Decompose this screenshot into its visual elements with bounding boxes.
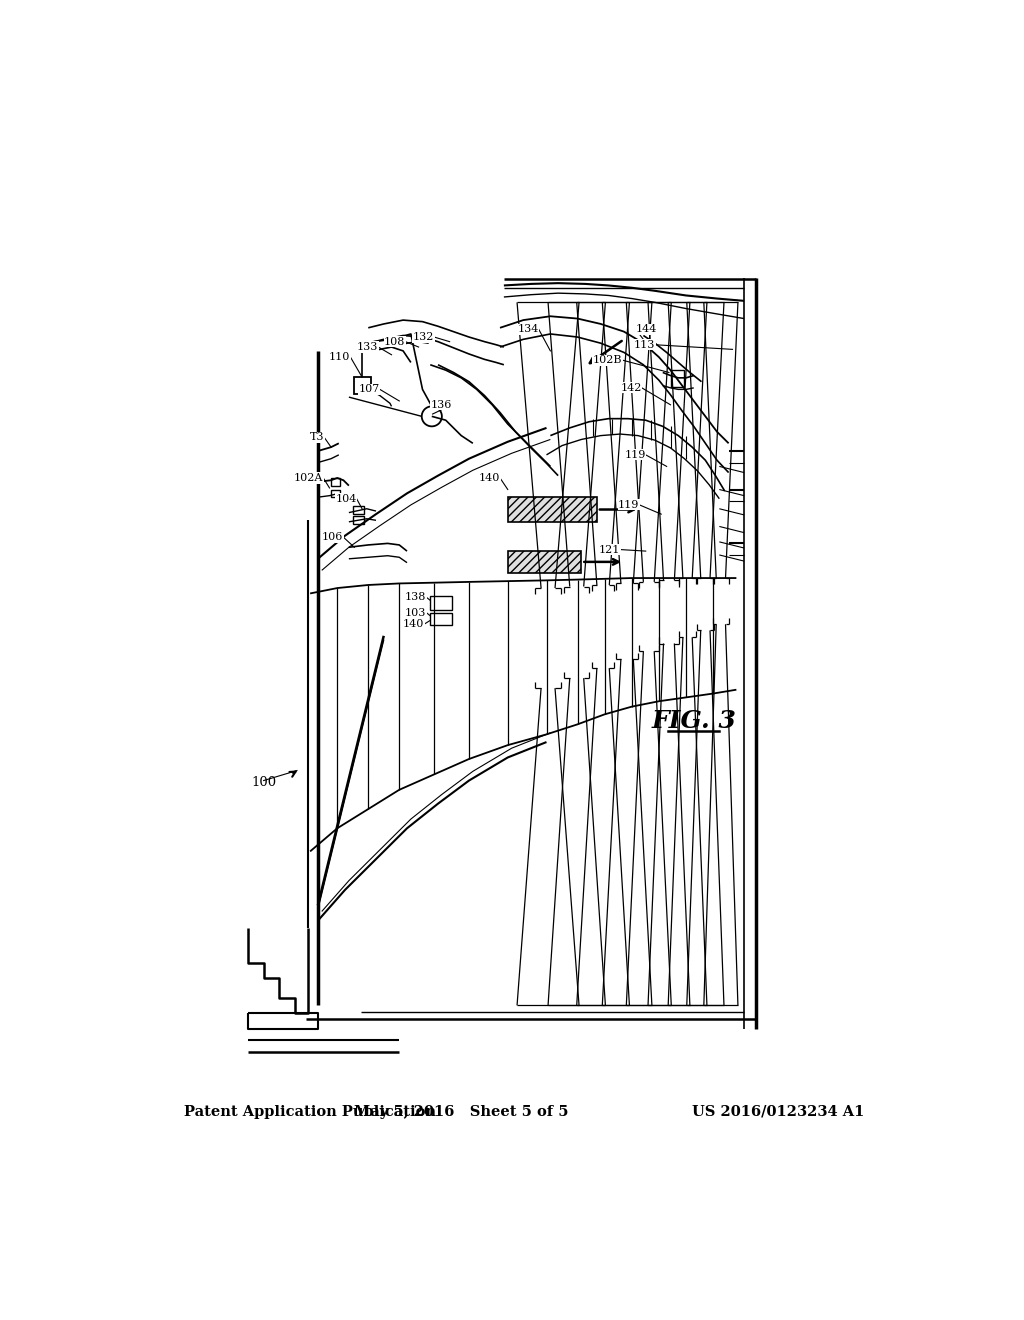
Bar	[508, 552, 582, 573]
Text: 119: 119	[618, 500, 640, 510]
Text: 134: 134	[517, 325, 539, 334]
Text: 103: 103	[406, 607, 426, 618]
Bar	[331, 490, 340, 498]
Text: 113: 113	[634, 339, 655, 350]
Text: 142: 142	[621, 383, 642, 393]
Bar	[430, 612, 452, 626]
Text: 138: 138	[406, 593, 426, 602]
Text: 106: 106	[323, 532, 343, 543]
Text: 136: 136	[430, 400, 452, 409]
Text: 110: 110	[329, 352, 350, 362]
Text: US 2016/0123234 A1: US 2016/0123234 A1	[692, 1105, 864, 1118]
Bar	[352, 507, 364, 515]
Text: 108: 108	[384, 337, 406, 347]
Text: 102B: 102B	[593, 355, 623, 366]
Text: 119: 119	[625, 450, 646, 459]
Text: T3: T3	[309, 432, 324, 442]
Text: 132: 132	[413, 333, 434, 342]
Text: FIG. 3: FIG. 3	[651, 709, 736, 733]
Text: 107: 107	[358, 384, 380, 395]
Bar	[671, 370, 684, 387]
Bar	[352, 516, 364, 524]
Bar	[331, 478, 340, 486]
Text: 144: 144	[636, 325, 657, 334]
Text: 121: 121	[599, 545, 621, 554]
Text: 102A: 102A	[294, 473, 324, 483]
Text: 133: 133	[357, 342, 378, 352]
Text: 100: 100	[251, 776, 276, 788]
Text: 140: 140	[478, 473, 500, 483]
Text: May 5, 2016   Sheet 5 of 5: May 5, 2016 Sheet 5 of 5	[354, 1105, 568, 1118]
Text: Patent Application Publication: Patent Application Publication	[183, 1105, 436, 1118]
Text: 140: 140	[402, 619, 424, 630]
Text: 104: 104	[335, 494, 356, 504]
Bar	[430, 595, 452, 610]
Bar	[508, 498, 597, 521]
Bar	[353, 378, 371, 393]
